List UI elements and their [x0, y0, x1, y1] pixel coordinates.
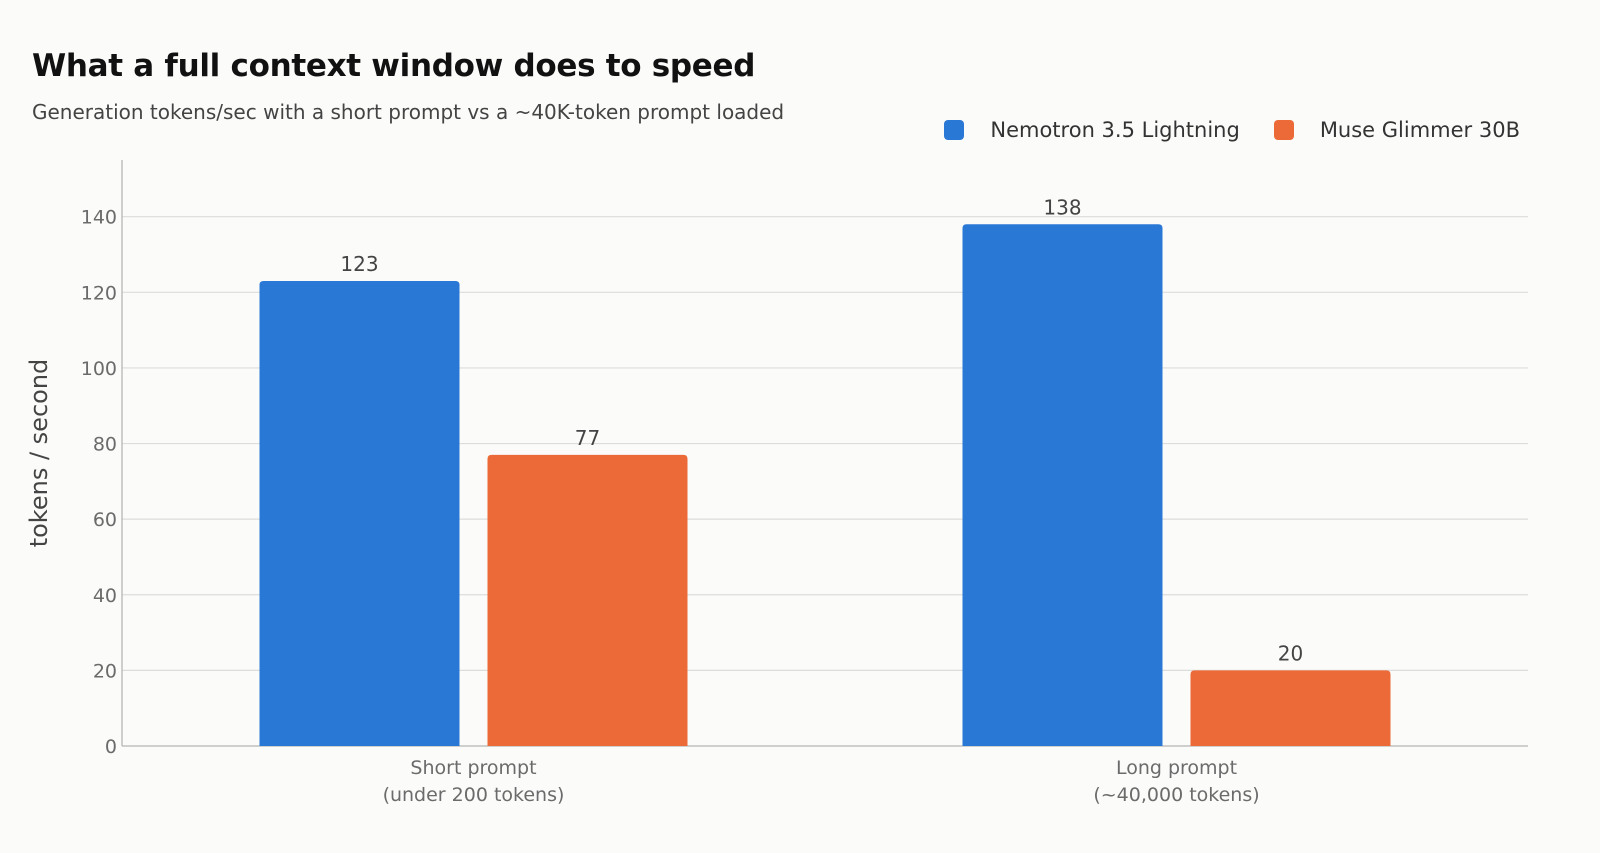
y-tick-label: 120 [81, 282, 117, 304]
chart-subtitle: Generation tokens/sec with a short promp… [32, 100, 785, 124]
data-label: 20 [1278, 641, 1303, 665]
y-tick-label: 60 [93, 509, 117, 531]
x-tick-label: Short prompt [410, 757, 536, 779]
y-tick-label: 0 [105, 736, 117, 758]
legend-swatch-series-1 [944, 120, 965, 140]
bar-1-1 [259, 280, 460, 746]
bar-2-2 [1190, 670, 1391, 746]
x-tick-label: (under 200 tokens) [383, 784, 565, 806]
legend-label-series-1: Nemotron 3.5 Lightning [990, 118, 1240, 142]
data-label: 123 [340, 252, 378, 276]
data-label: 77 [575, 426, 600, 450]
x-tick-label: Long prompt [1116, 757, 1237, 779]
y-tick-label: 100 [81, 358, 117, 380]
y-tick-label: 80 [93, 434, 117, 456]
legend-swatch-series-2 [1273, 120, 1294, 140]
bar-1-2 [962, 224, 1163, 746]
legend-item-series-2: Muse Glimmer 30B [1273, 118, 1520, 142]
x-tick-label: (~40,000 tokens) [1093, 784, 1259, 806]
legend-item-series-1: Nemotron 3.5 Lightning [944, 118, 1240, 142]
y-tick-label: 40 [93, 585, 117, 607]
data-label: 138 [1043, 195, 1081, 219]
legend: Nemotron 3.5 Lightning Muse Glimmer 30B [944, 118, 1520, 142]
y-tick-label: 20 [93, 660, 117, 682]
bar-2-1 [487, 454, 688, 746]
y-tick-label: 140 [81, 207, 117, 229]
y-axis-label: tokens / second [25, 359, 53, 548]
legend-label-series-2: Muse Glimmer 30B [1319, 118, 1520, 142]
chart-title: What a full context window does to speed [32, 48, 756, 84]
